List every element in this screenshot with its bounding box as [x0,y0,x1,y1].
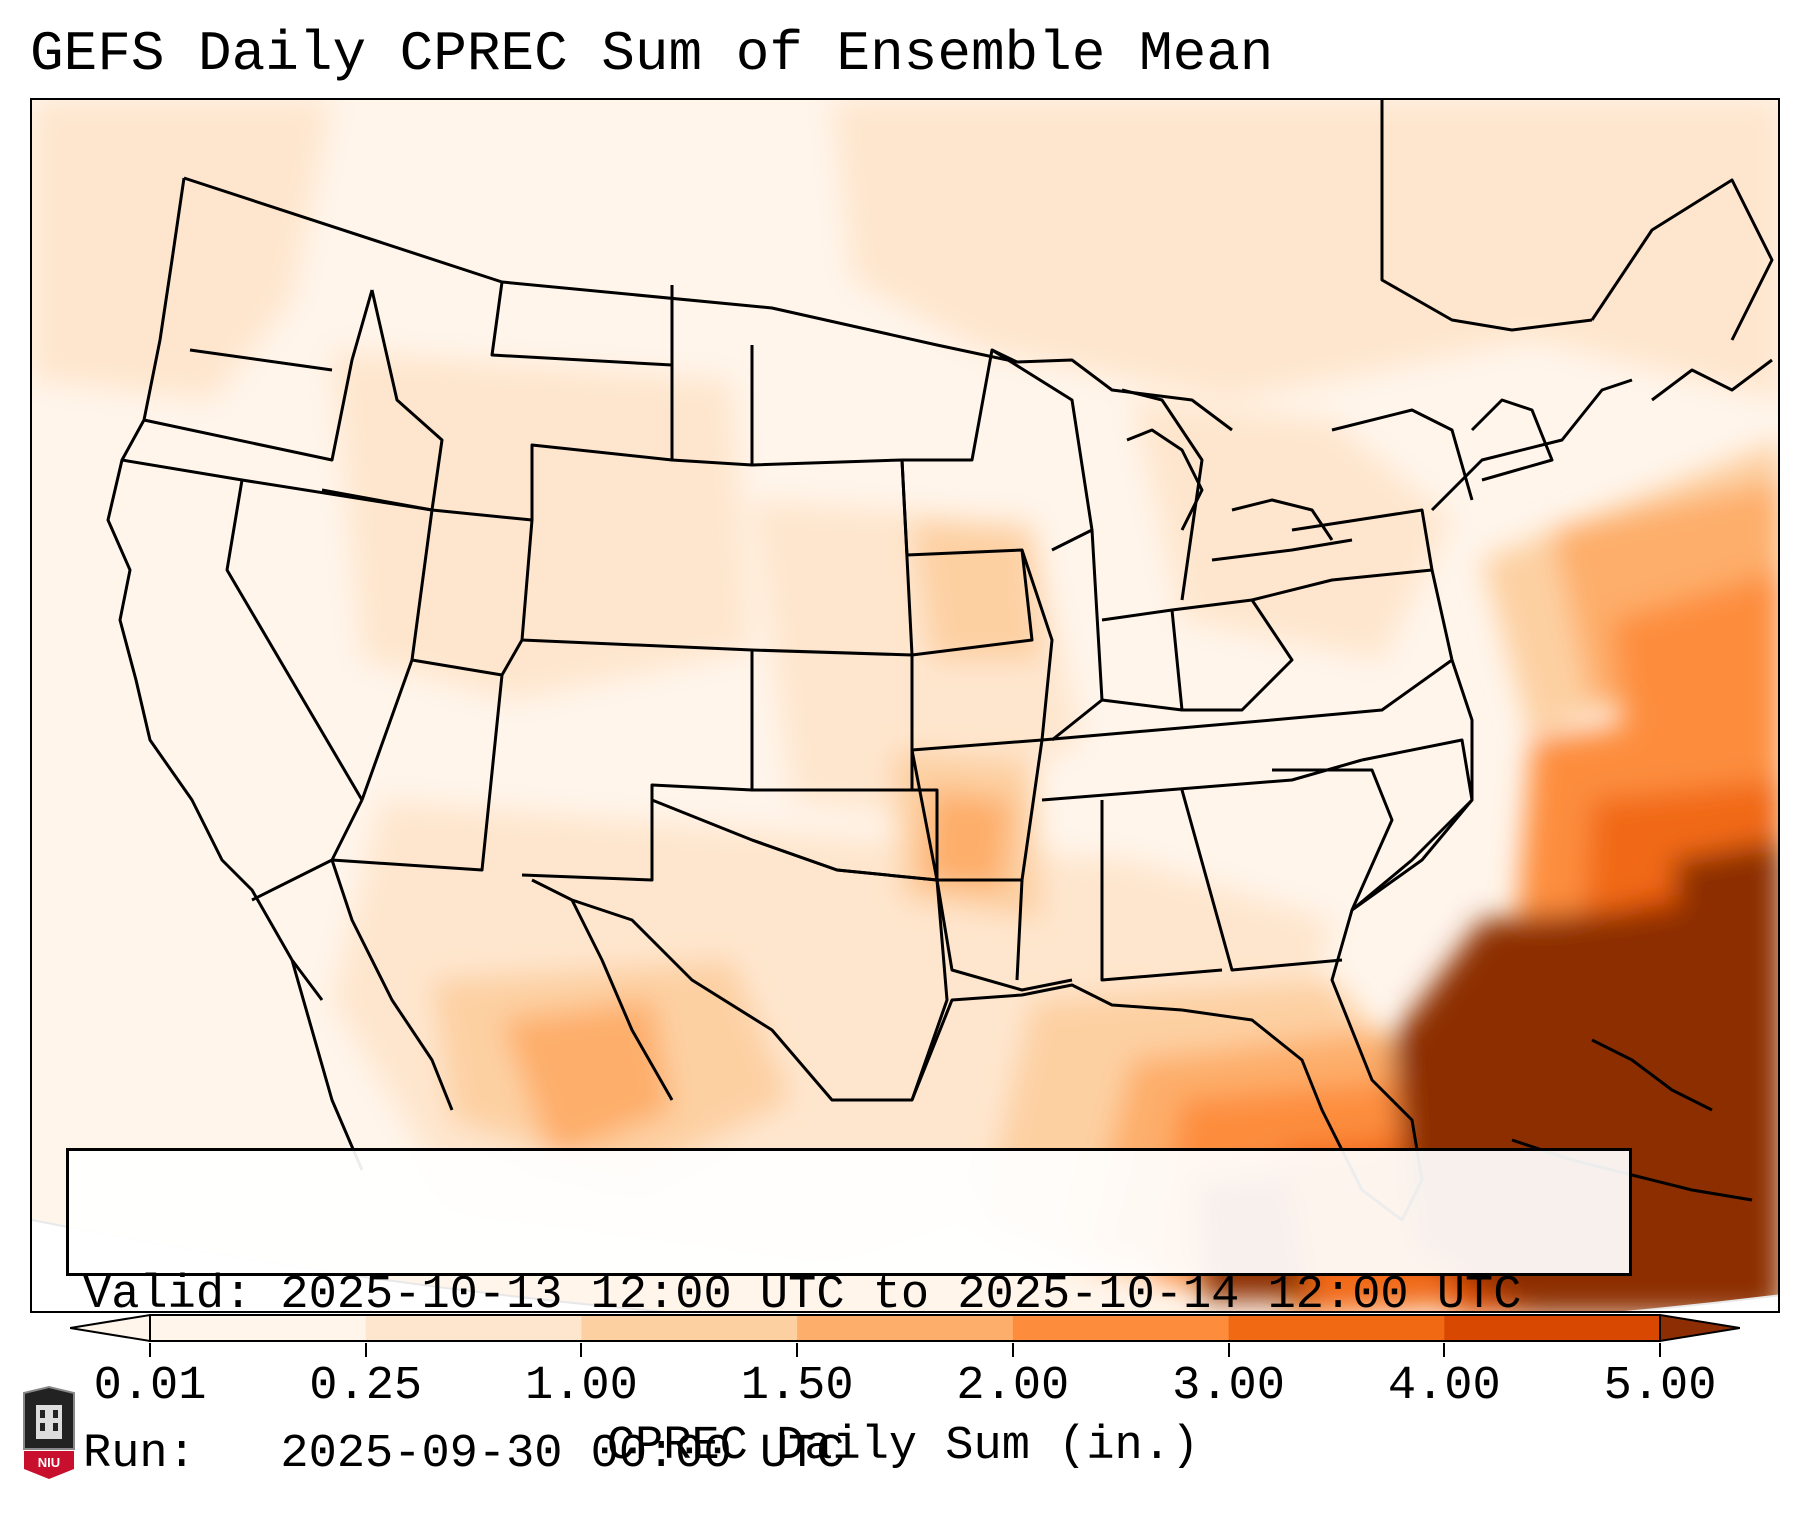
niu-logo: NIU [23,1385,75,1479]
colorbar-tick [149,1343,151,1357]
colorbar-segment [581,1315,798,1341]
colorbar-tick-label: 1.00 [525,1360,638,1413]
colorbar-segment [1012,1315,1230,1341]
colorbar-tick [1659,1343,1661,1357]
colorbar-label: CPREC Daily Sum (in.) [606,1420,1200,1473]
valid-run-info-box: Valid: 2025-10-13 12:00 UTC to 2025-10-1… [66,1148,1632,1481]
colorbar-tick [580,1343,583,1357]
precip-area [32,100,332,400]
colorbar-tick-label: 4.00 [1387,1360,1501,1413]
colorbar-segment [1444,1315,1661,1341]
colorbar-tick [364,1343,367,1357]
chart-title: GEFS Daily CPREC Sum of Ensemble Mean [30,22,1274,86]
precip-area [502,1000,672,1160]
precip-area [1672,840,1778,1000]
colorbar-tick-label: 1.50 [740,1360,854,1413]
colorbar-tick-label: 5.00 [1603,1360,1717,1413]
precip-map [32,100,1778,1311]
colorbar-segment [365,1315,582,1341]
precip-field [32,100,1778,1311]
colorbar-segment [150,1315,367,1341]
colorbar-tick [796,1343,799,1357]
run-time-text: Run: 2025-09-30 00:00 UTC [83,1428,845,1481]
colorbar-extend-high [1659,1313,1740,1343]
colorbar-extend-low [70,1313,151,1343]
state-boundaries [106,100,1774,1222]
precip-area [912,520,1042,660]
colorbar-tick-label: 2.00 [956,1360,1070,1413]
map-panel [30,98,1780,1313]
colorbar [70,1313,1740,1343]
colorbar-segment [1228,1315,1445,1341]
colorbar-tick-label: 0.01 [93,1360,207,1413]
colorbar-tick [1011,1343,1014,1357]
colorbar-segment [797,1315,1014,1341]
valid-time-text: Valid: 2025-10-13 12:00 UTC to 2025-10-1… [83,1269,1522,1322]
colorbar-tick-label: 3.00 [1172,1360,1285,1413]
colorbar-tick [1227,1343,1230,1357]
precip-area [922,790,1012,890]
niu-logo-text: NIU [38,1455,60,1470]
colorbar-tick [1443,1343,1446,1357]
colorbar-tick-label: 0.25 [309,1360,423,1413]
